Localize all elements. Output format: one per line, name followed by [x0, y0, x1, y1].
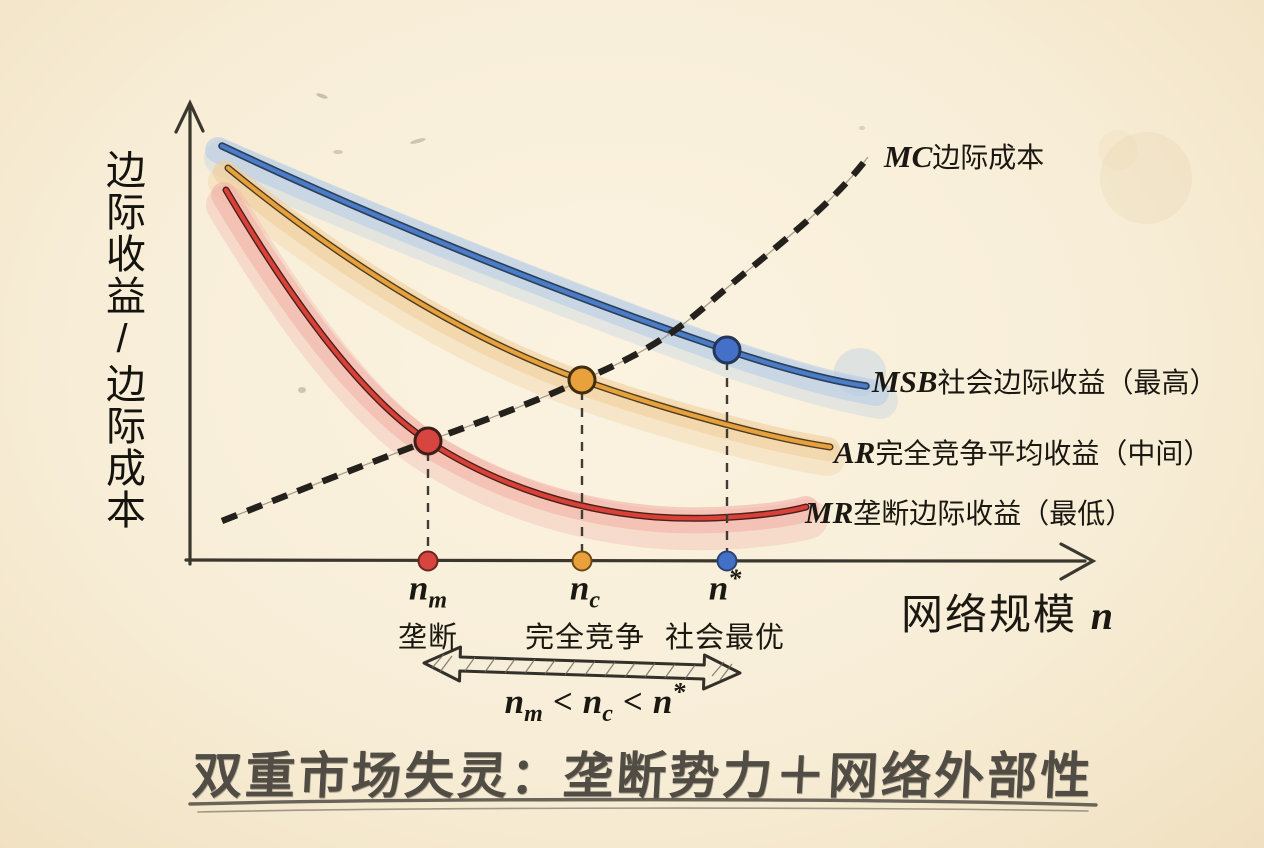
mr-curve-label: MR垄断边际收益（最低）: [805, 492, 1133, 532]
x-axis-arrowhead: [1059, 542, 1097, 581]
tick-nc: nc 完全竞争: [525, 565, 645, 656]
paper-stain: [1098, 130, 1138, 170]
droplines: [426, 361, 729, 554]
tick-nstar-name: 社会最优: [664, 621, 786, 654]
x-axis-line: [184, 558, 1087, 563]
y-axis-label: 边际收益/边际成本: [100, 149, 144, 531]
nc-intersection-dot: [567, 365, 597, 395]
x-axis-label: 网络规模 n: [901, 581, 1115, 642]
paper-speck: [298, 387, 306, 393]
paper-speck: [333, 150, 343, 154]
ar-curve-label: AR完全竞争平均收益（中间）: [834, 432, 1211, 472]
tick-nc-name: 完全竞争: [524, 621, 646, 654]
tick-nm-symbol: nm: [408, 568, 448, 614]
y-axis-line: [188, 104, 192, 566]
inequality-lt-2: <: [622, 681, 643, 721]
ar-text: 完全竞争平均收益（中间）: [875, 438, 1212, 469]
range-double-arrow: [422, 645, 742, 691]
tick-nstar-symbol: n*: [708, 564, 742, 608]
inequality-lt-1: <: [552, 681, 573, 721]
msb-abbr: MSB: [872, 364, 938, 399]
nstar-intersection-dot: [712, 335, 742, 365]
nstar-axis-dot: [716, 550, 738, 572]
y-axis-arrowhead: [174, 99, 205, 134]
curve-dots: [413, 335, 742, 456]
msb-text: 社会边际收益（最高）: [937, 367, 1218, 398]
tick-nm: nm 垄断: [398, 565, 458, 656]
nm-intersection-dot: [413, 426, 443, 456]
axes: [174, 99, 1097, 581]
msb-curve-label: MSB社会边际收益（最高）: [872, 361, 1218, 401]
nc-axis-dot: [571, 550, 593, 572]
mc-curve-label: MC边际成本: [884, 136, 1044, 176]
x-axis-label-text: 网络规模: [901, 591, 1078, 638]
paper-stain: [1100, 132, 1192, 224]
mc-text: 边际成本: [932, 142, 1045, 173]
inequality-annotation: nm < nc < n*: [505, 677, 686, 728]
tick-nc-symbol: nc: [569, 568, 601, 614]
paper-speck: [410, 138, 426, 144]
nm-axis-dot: [417, 550, 439, 572]
title-underline: [188, 797, 1098, 813]
page-title: 双重市场失灵：垄断势力＋网络外部性: [190, 748, 1095, 804]
double-arrow-hatching: [431, 653, 733, 681]
axis-dots: [417, 550, 738, 572]
inequality-nm: nm: [504, 681, 543, 727]
paper-texture: [298, 93, 1192, 393]
msb-curve: [218, 142, 870, 390]
mr-abbr: MR: [805, 495, 854, 530]
double-arrow-outline: [422, 645, 742, 691]
paper-speck: [316, 93, 328, 99]
mc-abbr: MC: [884, 139, 933, 174]
mr-curve: [222, 186, 810, 522]
tick-nstar: n* 社会最优: [665, 565, 785, 656]
inequality-nstar: n*: [652, 677, 686, 721]
ar-curve: [224, 164, 834, 451]
x-axis-label-var: n: [1090, 593, 1115, 638]
paper-speck: [859, 126, 865, 130]
inequality-nc: nc: [582, 681, 613, 727]
ar-abbr: AR: [834, 435, 876, 470]
tick-nm-name: 垄断: [397, 621, 459, 654]
mr-text: 垄断边际收益（最低）: [853, 498, 1134, 529]
